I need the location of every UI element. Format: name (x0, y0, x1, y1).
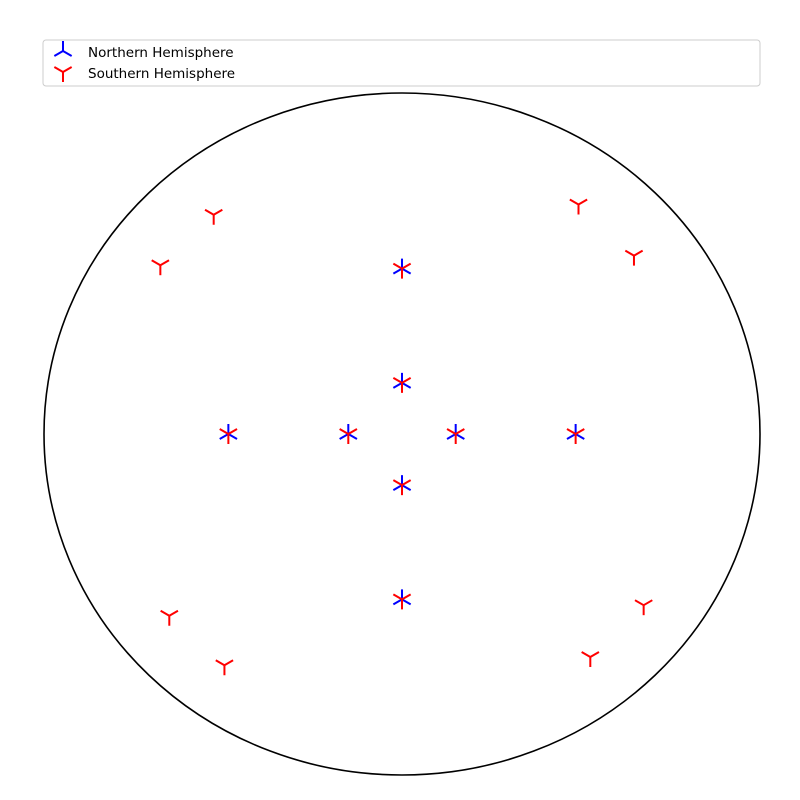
legend-label-northern: Northern Hemisphere (88, 45, 234, 61)
south-point-6 (219, 428, 238, 444)
north-point-1 (392, 372, 412, 389)
south-point-1 (569, 198, 588, 215)
south-point-15 (581, 651, 600, 668)
legend-frame (42, 39, 761, 87)
legend-symbol-1 (53, 66, 73, 82)
south-point-4 (392, 262, 412, 279)
legend-symbol-0 (53, 41, 73, 57)
south-point-10 (392, 479, 412, 496)
north-point-4 (446, 424, 465, 440)
south-point-3 (624, 249, 644, 266)
north-point-7 (392, 589, 412, 606)
north-point-3 (339, 424, 358, 440)
plot-area (151, 198, 653, 676)
legend-marker-southern (53, 66, 73, 82)
north-point-6 (392, 475, 412, 492)
north-point-2 (219, 424, 238, 440)
north-point-5 (566, 424, 585, 440)
south-point-2 (151, 259, 170, 276)
legend: Northern Hemisphere Southern Hemisphere (42, 39, 761, 87)
primitive-circle (43, 92, 761, 776)
south-point-5 (392, 376, 412, 393)
south-point-0 (204, 208, 223, 225)
south-point-13 (634, 599, 653, 616)
south-point-11 (392, 593, 412, 610)
south-point-8 (446, 428, 465, 444)
legend-marker-northern (53, 41, 73, 57)
legend-label-southern: Southern Hemisphere (88, 66, 235, 82)
south-point-14 (215, 659, 234, 676)
south-point-7 (339, 428, 358, 444)
south-point-9 (566, 428, 585, 444)
north-point-0 (392, 258, 412, 275)
south-point-12 (160, 609, 179, 626)
